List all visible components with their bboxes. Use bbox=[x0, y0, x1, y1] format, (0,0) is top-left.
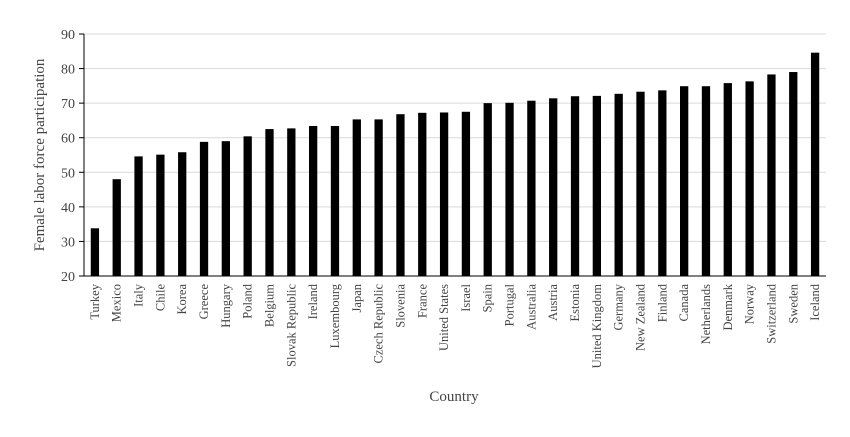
bar bbox=[570, 96, 580, 276]
axes bbox=[79, 33, 826, 277]
bar bbox=[134, 156, 143, 276]
bar bbox=[330, 125, 340, 277]
x-tick-label: Finland bbox=[655, 283, 669, 322]
x-tick-label: Turkey bbox=[88, 283, 102, 319]
bar bbox=[592, 95, 601, 276]
x-tick-label: Slovenia bbox=[393, 284, 407, 328]
bar bbox=[614, 93, 623, 277]
bar bbox=[767, 74, 776, 276]
x-tick-label: Poland bbox=[241, 283, 255, 318]
x-tick-label: Hungary bbox=[219, 283, 233, 327]
y-axis-title: Female labor force participation bbox=[32, 58, 48, 251]
bar bbox=[549, 98, 558, 276]
y-tick-label: 80 bbox=[61, 63, 75, 78]
bar bbox=[680, 86, 689, 277]
bar bbox=[265, 129, 274, 276]
bar bbox=[527, 100, 536, 276]
x-tick-label: Germany bbox=[612, 283, 626, 330]
x-tick-label: Switzerland bbox=[764, 283, 778, 343]
bar bbox=[287, 128, 296, 276]
x-tick-label: Korea bbox=[175, 284, 189, 315]
x-tick-label: Czech Republic bbox=[372, 284, 386, 364]
x-tick-label: Italy bbox=[132, 283, 146, 307]
x-tick-label: United States bbox=[437, 284, 451, 351]
bar bbox=[90, 228, 100, 276]
x-tick-label: Ireland bbox=[306, 283, 320, 319]
y-tick-label: 50 bbox=[61, 166, 75, 181]
y-tick-label: 20 bbox=[61, 270, 75, 285]
bar bbox=[505, 102, 514, 276]
bar bbox=[352, 119, 361, 277]
x-tick-label: Denmark bbox=[721, 283, 735, 330]
y-tick-labels: 20 30 40 50 60 70 80 90 bbox=[61, 28, 75, 285]
y-tick-label: 90 bbox=[61, 28, 75, 43]
bar bbox=[810, 52, 820, 276]
bar bbox=[199, 141, 209, 276]
x-tick-label: Sweden bbox=[786, 283, 800, 323]
x-tick-label: Israel bbox=[459, 283, 473, 311]
y-tick-label: 60 bbox=[61, 132, 75, 147]
x-tick-label: Estonia bbox=[568, 284, 582, 322]
bar bbox=[374, 119, 383, 277]
bar bbox=[439, 112, 449, 276]
bar bbox=[701, 86, 711, 277]
x-tick-label: New Zealand bbox=[634, 283, 648, 351]
y-tick-label: 40 bbox=[61, 201, 75, 216]
gridlines bbox=[84, 33, 826, 242]
bar bbox=[309, 125, 318, 277]
bar bbox=[483, 103, 492, 277]
x-tick-label: United Kingdom bbox=[590, 284, 604, 369]
x-tick-label: Spain bbox=[481, 283, 495, 312]
bars bbox=[90, 52, 820, 277]
x-tick-label: Chile bbox=[153, 284, 167, 312]
y-tick-label: 30 bbox=[61, 235, 75, 250]
bar bbox=[396, 114, 405, 276]
bar bbox=[789, 72, 798, 277]
y-tick-label: 70 bbox=[61, 97, 75, 112]
bar bbox=[156, 154, 165, 276]
x-tick-label: Australia bbox=[524, 284, 538, 330]
x-tick-label: Netherlands bbox=[699, 284, 713, 345]
bar bbox=[178, 152, 187, 276]
bar bbox=[221, 141, 230, 276]
x-tick-label: Mexico bbox=[110, 284, 124, 322]
x-tick-label: Portugal bbox=[503, 283, 517, 326]
x-tick-label: Slovak Republic bbox=[284, 284, 298, 367]
bar bbox=[461, 111, 471, 277]
x-tick-label: Austria bbox=[546, 284, 560, 321]
x-tick-labels: Turkey Mexico Italy Chile Korea Greece Hungary… bbox=[88, 283, 822, 368]
x-tick-label: Luxembourg bbox=[328, 283, 342, 348]
x-tick-label: Greece bbox=[197, 284, 211, 320]
x-axis-title: Country bbox=[429, 389, 479, 405]
bar bbox=[658, 90, 667, 276]
bar bbox=[745, 81, 754, 276]
bar bbox=[723, 83, 732, 276]
x-tick-label: Japan bbox=[350, 283, 364, 312]
x-tick-label: Iceland bbox=[808, 283, 822, 321]
bar bbox=[418, 112, 427, 276]
x-tick-label: Belgium bbox=[263, 284, 277, 327]
bar bbox=[636, 91, 645, 276]
x-tick-label: Canada bbox=[677, 284, 691, 322]
x-tick-label: Norway bbox=[743, 283, 757, 324]
bar bbox=[243, 136, 252, 276]
x-tick-label: France bbox=[415, 284, 429, 318]
bar bbox=[112, 179, 121, 276]
